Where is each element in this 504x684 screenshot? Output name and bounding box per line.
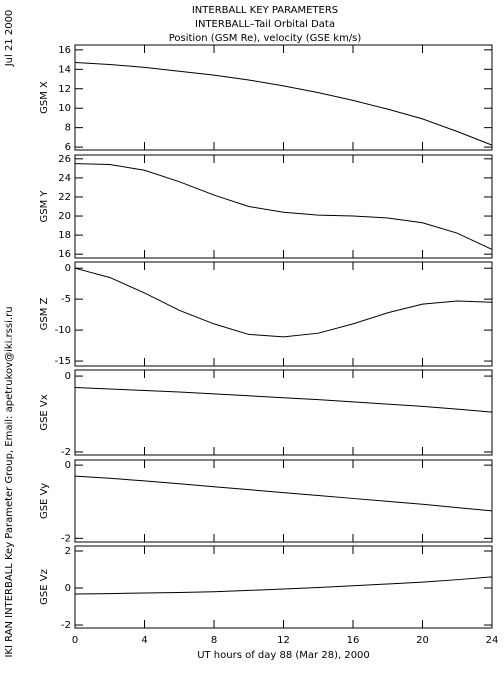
y-tick-label: -10 (55, 325, 71, 336)
data-line (74, 62, 493, 146)
x-tick-label: 8 (211, 635, 217, 646)
y-tick-label: 16 (58, 45, 71, 56)
y-tick-label: 0 (65, 460, 71, 471)
panel-frame (74, 369, 493, 456)
y-axis-label: GSM Z (39, 297, 50, 330)
panel-frame (74, 44, 493, 151)
panel-frame (74, 545, 493, 629)
y-axis-label: GSE Vz (39, 569, 50, 605)
y-axis-label: GSM Y (39, 190, 50, 223)
data-line (74, 576, 493, 595)
y-tick-label: 22 (58, 192, 71, 203)
data-line (74, 267, 493, 338)
y-tick-label: 12 (58, 84, 71, 95)
panel-frame (74, 459, 493, 543)
y-tick-label: 18 (58, 230, 71, 241)
credit: IKI RAN INTERBALL Key Parameter Group, E… (4, 306, 15, 657)
y-tick-label: 8 (65, 123, 71, 134)
y-axis-label: GSE Vy (39, 483, 50, 519)
y-tick-label: 0 (65, 263, 71, 274)
data-line (74, 163, 493, 250)
panel-frame (74, 154, 493, 259)
x-tick-label: 0 (72, 635, 78, 646)
y-tick-label: -2 (61, 620, 71, 631)
title-line: Position (GSM Re), velocity (GSE km/s) (169, 33, 362, 44)
x-tick-label: 20 (416, 635, 429, 646)
y-tick-label: 14 (58, 64, 71, 75)
x-tick-label: 24 (486, 635, 499, 646)
y-tick-label: 6 (65, 142, 71, 153)
data-line (74, 475, 493, 512)
y-tick-label: -5 (61, 294, 71, 305)
y-tick-label: 20 (58, 211, 71, 222)
y-axis-label: GSM X (39, 81, 50, 114)
y-tick-label: 0 (65, 371, 71, 382)
data-line (74, 386, 493, 413)
y-tick-label: -15 (55, 356, 71, 367)
x-tick-label: 4 (141, 635, 147, 646)
panel-frame (74, 261, 493, 367)
date-stamp: Jul 21 2000 (4, 10, 15, 68)
x-axis-label: UT hours of day 88 (Mar 28), 2000 (197, 650, 370, 661)
y-axis-label: GSE Vx (39, 394, 50, 430)
y-tick-label: 26 (58, 154, 71, 165)
x-tick-label: 12 (277, 635, 290, 646)
y-tick-label: -2 (61, 533, 71, 544)
y-tick-label: 0 (65, 583, 71, 594)
y-tick-label: 10 (58, 103, 71, 114)
x-tick-label: 16 (347, 635, 360, 646)
y-tick-label: 2 (65, 546, 71, 557)
y-tick-label: -2 (61, 447, 71, 458)
title-line: INTERBALL–Tail Orbital Data (195, 19, 335, 30)
title-line: INTERBALL KEY PARAMETERS (192, 5, 338, 16)
y-tick-label: 16 (58, 249, 71, 260)
y-tick-label: 24 (58, 173, 71, 184)
